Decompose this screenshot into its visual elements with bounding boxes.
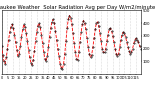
Title: Milwaukee Weather  Solar Radiation Avg per Day W/m2/minute: Milwaukee Weather Solar Radiation Avg pe… bbox=[0, 5, 155, 10]
